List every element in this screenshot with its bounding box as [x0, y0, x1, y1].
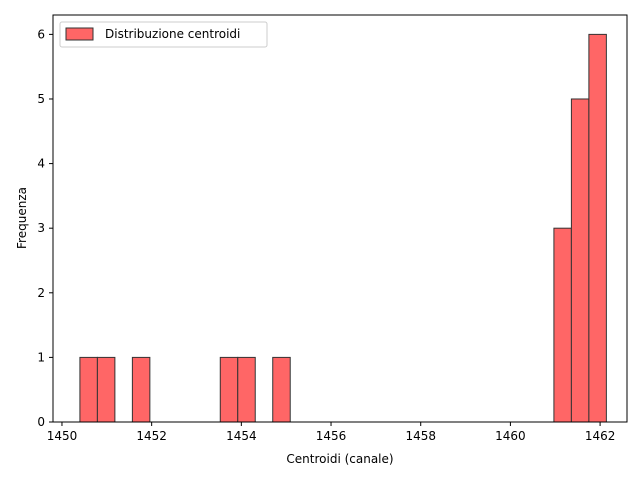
y-tick-label: 3	[37, 221, 45, 235]
y-tick-label: 0	[37, 415, 45, 429]
y-tick-label: 4	[37, 157, 45, 171]
x-tick-label: 1456	[316, 429, 347, 443]
x-tick-label: 1462	[585, 429, 616, 443]
y-axis-label: Frequenza	[15, 187, 29, 249]
histogram-bar	[588, 33, 607, 423]
y-tick-label: 5	[37, 92, 45, 106]
y-tick-label: 2	[37, 286, 45, 300]
histogram-bar	[131, 356, 151, 423]
legend-entry-label: Distribuzione centroidi	[105, 27, 240, 41]
histogram-bar	[570, 98, 590, 423]
histogram-bar	[219, 356, 239, 423]
x-tick-label: 1450	[47, 429, 78, 443]
legend-swatch	[65, 27, 94, 41]
histogram-bar	[553, 227, 572, 423]
histogram-bar	[96, 356, 116, 423]
histogram-bar	[79, 356, 98, 423]
histogram-bar	[272, 356, 291, 423]
x-tick-label: 1452	[136, 429, 167, 443]
bars-group	[79, 33, 607, 423]
x-tick-label: 1458	[405, 429, 436, 443]
histogram-bar	[237, 356, 256, 423]
y-tick-label: 6	[37, 27, 45, 41]
x-tick-label: 1460	[495, 429, 526, 443]
legend-box	[59, 21, 268, 48]
x-tick-label: 1454	[226, 429, 257, 443]
x-axis: 1450 1452 1454 1456 1458 1460 1462	[47, 422, 616, 443]
y-axis: 0 1 2 3 4 5 6	[37, 27, 53, 429]
y-tick-label: 1	[37, 350, 45, 364]
legend: Distribuzione centroidi	[59, 21, 268, 48]
plot-frame	[52, 14, 628, 423]
x-axis-label: Centroidi (canale)	[286, 452, 393, 466]
